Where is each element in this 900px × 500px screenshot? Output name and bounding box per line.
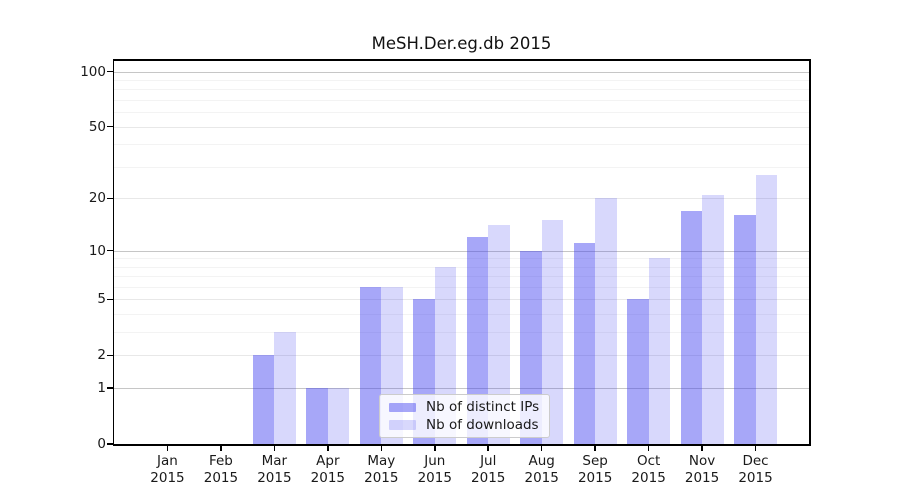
y-tick-label: 0 (97, 436, 106, 452)
x-tick-mark (594, 445, 596, 452)
top-spine (112, 59, 811, 61)
bar-downloads-jul (488, 225, 510, 444)
x-tick-label: Mar 2015 (257, 453, 292, 486)
minor-gridline (114, 258, 809, 260)
x-tick-mark (380, 445, 383, 452)
y-tick-label: 100 (80, 63, 106, 80)
decade-gridline (114, 388, 809, 390)
x-tick-mark (220, 445, 222, 452)
minor-gridline (114, 266, 809, 268)
y-tick-mark (107, 249, 113, 252)
legend-item-downloads: Nb of downloads (389, 417, 539, 434)
legend-label-downloads: Nb of downloads (426, 416, 539, 433)
minor-gridline (114, 276, 809, 278)
minor-gridline (114, 144, 809, 146)
y-tick-mark (107, 354, 113, 357)
x-tick-mark (434, 445, 436, 452)
minor-gridline (114, 89, 809, 91)
y-tick-label: 2 (97, 347, 106, 364)
legend-swatch-distinct-ips (389, 402, 416, 412)
bar-downloads-apr (327, 388, 350, 444)
x-tick-label: Jan 2015 (150, 453, 185, 486)
y-tick-mark (107, 197, 113, 200)
minor-gridline (114, 314, 809, 316)
x-tick-mark (487, 445, 489, 452)
y-tick-mark (107, 70, 113, 73)
x-tick-mark (327, 445, 329, 452)
minor-gridline (114, 100, 809, 102)
x-tick-label: Sep 2015 (577, 453, 613, 486)
gridline (114, 355, 809, 357)
bar-distinct-ips-oct (627, 299, 649, 444)
x-tick-label: Nov 2015 (684, 453, 720, 486)
x-tick-mark (273, 445, 276, 452)
decade-gridline (114, 250, 809, 252)
bar-distinct-ips-may (359, 286, 382, 444)
x-tick-label: Jul 2015 (471, 453, 506, 486)
y-tick-label: 10 (88, 242, 106, 259)
bar-distinct-ips-dec (734, 215, 756, 444)
x-tick-mark (701, 445, 703, 452)
legend: Nb of distinct IPs Nb of downloads (379, 394, 551, 438)
chart-title: MeSH.Der.eg.db 2015 (371, 34, 552, 53)
bar-distinct-ips-nov (680, 210, 703, 444)
x-tick-label: Apr 2015 (310, 453, 346, 486)
bar-distinct-ips-apr (306, 388, 328, 444)
x-tick-mark (540, 445, 543, 452)
minor-gridline (114, 80, 809, 81)
bar-distinct-ips-sep (573, 243, 596, 444)
y-tick-mark (107, 125, 113, 128)
decade-gridline (114, 71, 809, 73)
y-tick-label: 1 (97, 380, 106, 397)
bar-downloads-dec (755, 175, 778, 444)
bar-downloads-mar (274, 332, 296, 444)
plot-area (114, 61, 809, 444)
minor-gridline (114, 286, 809, 288)
left-spine (112, 59, 115, 446)
x-tick-label: Dec 2015 (738, 453, 773, 486)
legend-item-distinct-ips: Nb of distinct IPs (389, 399, 539, 416)
bottom-spine (112, 444, 811, 446)
y-tick-label: 50 (88, 118, 106, 135)
legend-label-distinct-ips: Nb of distinct IPs (426, 399, 540, 416)
bar-distinct-ips-jul (466, 237, 489, 444)
bar-downloads-sep (595, 198, 617, 444)
right-spine (809, 59, 811, 446)
x-tick-label: Oct 2015 (631, 453, 666, 486)
y-tick-label: 5 (97, 291, 106, 308)
x-tick-mark (647, 445, 650, 452)
minor-gridline (114, 332, 809, 334)
y-tick-mark (107, 298, 113, 301)
y-tick-label: 20 (88, 190, 106, 207)
x-tick-label: Feb 2015 (203, 453, 239, 486)
bar-downloads-nov (702, 194, 724, 444)
x-tick-label: May 2015 (364, 453, 399, 486)
minor-gridline (114, 112, 809, 114)
minor-gridline (114, 166, 809, 168)
x-tick-mark (166, 445, 169, 452)
bar-downloads-oct (648, 258, 671, 444)
x-tick-label: Aug 2015 (524, 453, 559, 486)
bar-distinct-ips-mar (252, 355, 275, 444)
x-tick-mark (754, 445, 757, 452)
gridline (114, 126, 809, 128)
gridline (114, 299, 809, 301)
x-tick-label: Jun 2015 (417, 453, 452, 486)
legend-swatch-downloads (389, 420, 416, 430)
gridline (114, 198, 809, 200)
y-tick-mark (107, 387, 113, 389)
y-tick-mark (107, 443, 113, 445)
bar-downloads-aug (541, 220, 564, 444)
